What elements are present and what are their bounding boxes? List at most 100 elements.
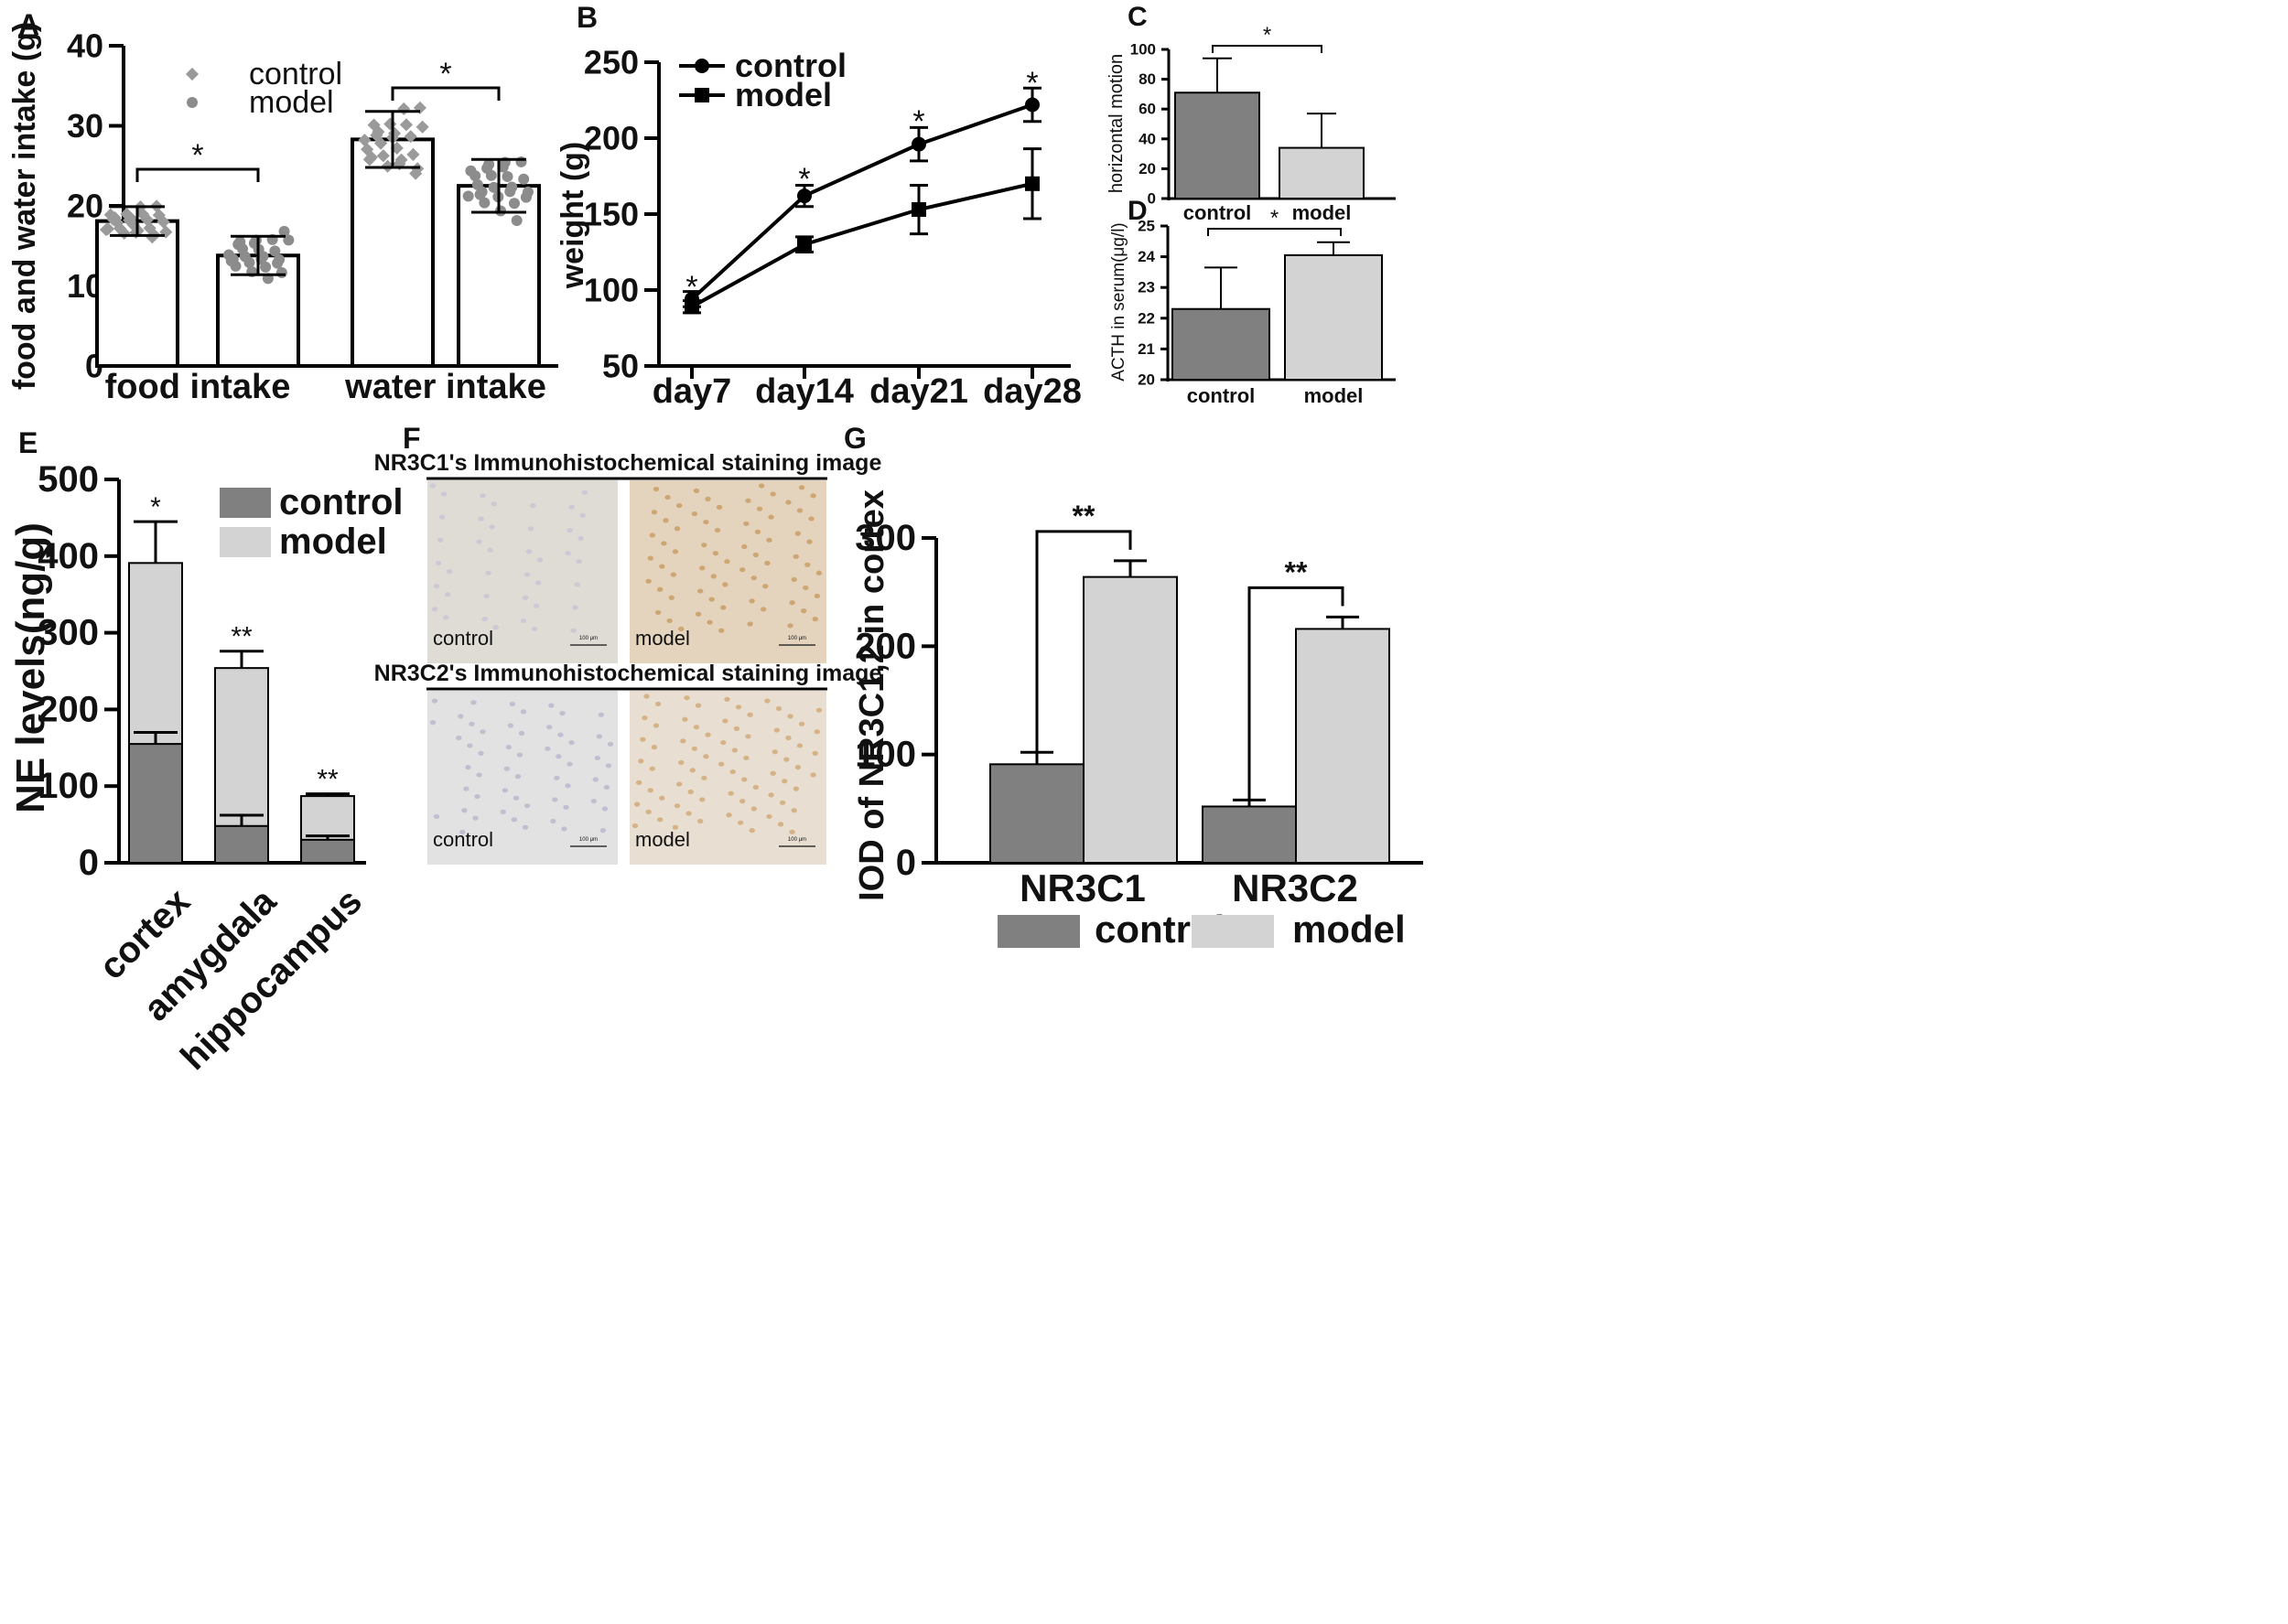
ihc-cell — [607, 741, 614, 747]
f-title-nr3c2: NR3C2's Immunohistochemical staining ima… — [374, 661, 882, 686]
c-y-tick-label: 20 — [1139, 160, 1156, 177]
ihc-cell — [556, 754, 562, 759]
b-point-control — [1025, 97, 1040, 113]
e-bar-control-cortex — [128, 743, 183, 864]
ihc-cell — [511, 817, 518, 823]
ihc-cell — [754, 529, 761, 534]
ihc-cell — [783, 757, 790, 762]
ihc-cell — [735, 704, 742, 710]
ihc-cell — [772, 749, 778, 755]
b-legend-control-label: control — [735, 47, 847, 84]
ihc-cell — [534, 580, 542, 586]
a-point-model — [509, 198, 520, 210]
e-y-tick-label: 0 — [79, 843, 99, 883]
ihc-cell — [467, 743, 473, 748]
ihc-cell — [598, 712, 605, 717]
ihc-cell — [642, 715, 648, 721]
a-point-model — [234, 236, 246, 248]
d-y-tick-label: 22 — [1138, 309, 1155, 327]
a-point-control — [372, 125, 385, 139]
ihc-cell — [659, 795, 665, 801]
ihc-cell — [672, 824, 679, 830]
a-point-model — [502, 170, 513, 182]
ihc-cell — [685, 811, 692, 816]
g-legend-model-label: model — [1292, 908, 1406, 951]
ihc-cell — [523, 572, 531, 577]
ihc-cell — [787, 714, 793, 719]
panel-label-e: E — [18, 426, 38, 459]
a-point-model — [518, 173, 530, 185]
ihc-cell — [446, 568, 453, 575]
ihc-cell — [666, 618, 673, 624]
ihc-cell — [505, 745, 513, 750]
ihc-cell — [791, 576, 797, 583]
c-y-tick-label: 80 — [1139, 70, 1156, 88]
ihc-cell — [670, 572, 677, 577]
ihc-cell — [699, 565, 706, 571]
panel-label-b: B — [577, 1, 598, 34]
c-y-axis-label: horizontal motion — [1106, 54, 1127, 193]
ihc-cell — [708, 597, 715, 602]
ihc-cell — [429, 720, 437, 726]
d-x-tick-label: control — [1187, 384, 1256, 407]
ihc-cell — [779, 800, 786, 805]
ihc-cell — [712, 551, 719, 556]
ihc-cell — [703, 754, 709, 759]
ihc-cell — [766, 537, 772, 543]
ihc-cell — [647, 788, 653, 793]
ihc-cell — [737, 820, 744, 825]
d-sig-star: * — [1270, 206, 1279, 231]
d-bar-control — [1171, 307, 1270, 381]
ihc-cell — [675, 781, 683, 787]
panel-label-a: A — [18, 8, 39, 41]
ihc-cell — [747, 712, 753, 717]
g-bar-control-NR3C1 — [989, 763, 1085, 864]
ihc-cell — [752, 552, 760, 558]
panel-label-g: G — [844, 422, 867, 455]
ihc-cell — [731, 747, 739, 753]
ihc-cell — [789, 829, 795, 834]
a-point-model — [479, 197, 491, 209]
a-bar-control-1 — [351, 137, 435, 368]
ihc-cell — [729, 769, 736, 775]
b-x-tick-label: day7 — [653, 372, 732, 411]
a-point-control — [399, 118, 414, 132]
f-title-nr3c1: NR3C1's Immunohistochemical staining ima… — [374, 450, 882, 476]
d-y-tick-label: 23 — [1138, 279, 1155, 296]
ihc-cell — [810, 772, 816, 778]
ihc-cell — [814, 729, 821, 735]
ihc-cell — [663, 518, 669, 523]
ihc-cell — [743, 755, 750, 761]
g-x-tick-label: NR3C2 — [1232, 866, 1358, 909]
ihc-cell — [527, 526, 534, 532]
a-point-model — [511, 214, 523, 226]
ihc-cell — [693, 488, 700, 493]
ihc-cell — [492, 625, 499, 630]
ihc-cell — [565, 551, 571, 556]
a-point-model — [269, 245, 281, 257]
g-sig-bracket — [1035, 530, 1132, 753]
ihc-cell — [476, 772, 482, 778]
ihc-cell — [701, 775, 707, 780]
ihc-cell — [775, 705, 782, 712]
ihc-cell — [463, 786, 469, 791]
b-point-model — [1025, 176, 1040, 191]
b-y-tick-label: 250 — [584, 44, 639, 81]
ihc-cell — [570, 628, 577, 633]
ihc-cell — [520, 618, 527, 624]
g-bar-model-NR3C1 — [1083, 575, 1178, 864]
ihc-cell — [509, 701, 516, 707]
a-point-model — [483, 158, 495, 170]
ihc-image-3 — [630, 691, 826, 865]
ihc-cell — [435, 560, 442, 566]
g-sig-bracket — [1247, 586, 1344, 801]
ihc-cell — [514, 774, 522, 780]
ihc-cell — [680, 738, 686, 744]
ihc-cell — [785, 735, 792, 741]
ihc-cell — [567, 761, 573, 767]
ihc-cell — [707, 619, 713, 625]
ihc-cell — [500, 809, 506, 815]
ihc-cell — [431, 607, 438, 612]
ihc-cell — [747, 621, 753, 627]
ihc-cell — [576, 559, 582, 565]
